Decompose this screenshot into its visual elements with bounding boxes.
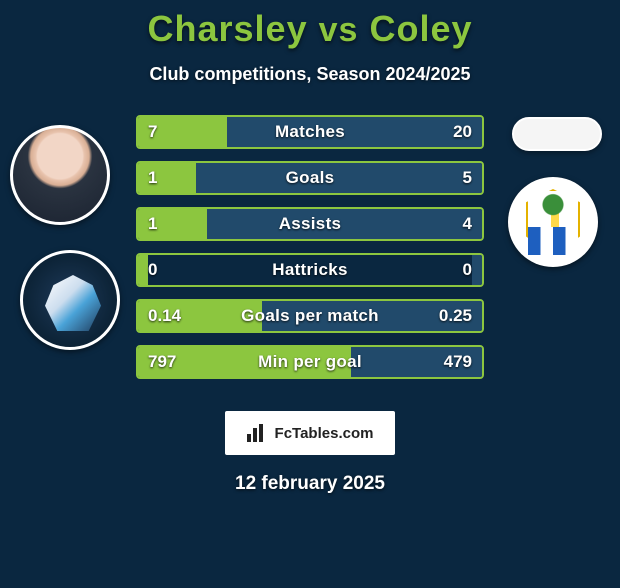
title-vs: vs <box>319 11 359 49</box>
stat-label: Assists <box>138 209 482 239</box>
stat-bar: 0.140.25Goals per match <box>136 299 484 333</box>
page-title: Charsley vs Coley <box>0 8 620 50</box>
bar-chart-icon <box>247 424 269 442</box>
stat-label: Min per goal <box>138 347 482 377</box>
stat-bar: 15Goals <box>136 161 484 195</box>
stat-bar: 720Matches <box>136 115 484 149</box>
stat-label: Matches <box>138 117 482 147</box>
comparison-panel: 720Matches 15Goals 14Assists 00Hattricks 0.1… <box>0 115 620 395</box>
stat-bar: 797479Min per goal <box>136 345 484 379</box>
branding-badge[interactable]: FcTables.com <box>225 411 395 455</box>
title-player2: Coley <box>369 8 472 49</box>
branding-text: FcTables.com <box>275 425 374 442</box>
club-badge-right <box>508 177 598 267</box>
title-player1: Charsley <box>148 8 308 49</box>
stat-label: Goals <box>138 163 482 193</box>
stat-label: Hattricks <box>138 255 482 285</box>
stats-bars: 720Matches 15Goals 14Assists 00Hattricks 0.1… <box>136 115 484 391</box>
stat-bar: 14Assists <box>136 207 484 241</box>
player-avatar-left <box>10 125 110 225</box>
stat-label: Goals per match <box>138 301 482 331</box>
subtitle: Club competitions, Season 2024/2025 <box>0 64 620 85</box>
stat-bar: 00Hattricks <box>136 253 484 287</box>
club-badge-left <box>20 250 120 350</box>
date-label: 12 february 2025 <box>0 473 620 495</box>
player-avatar-right <box>512 117 602 151</box>
